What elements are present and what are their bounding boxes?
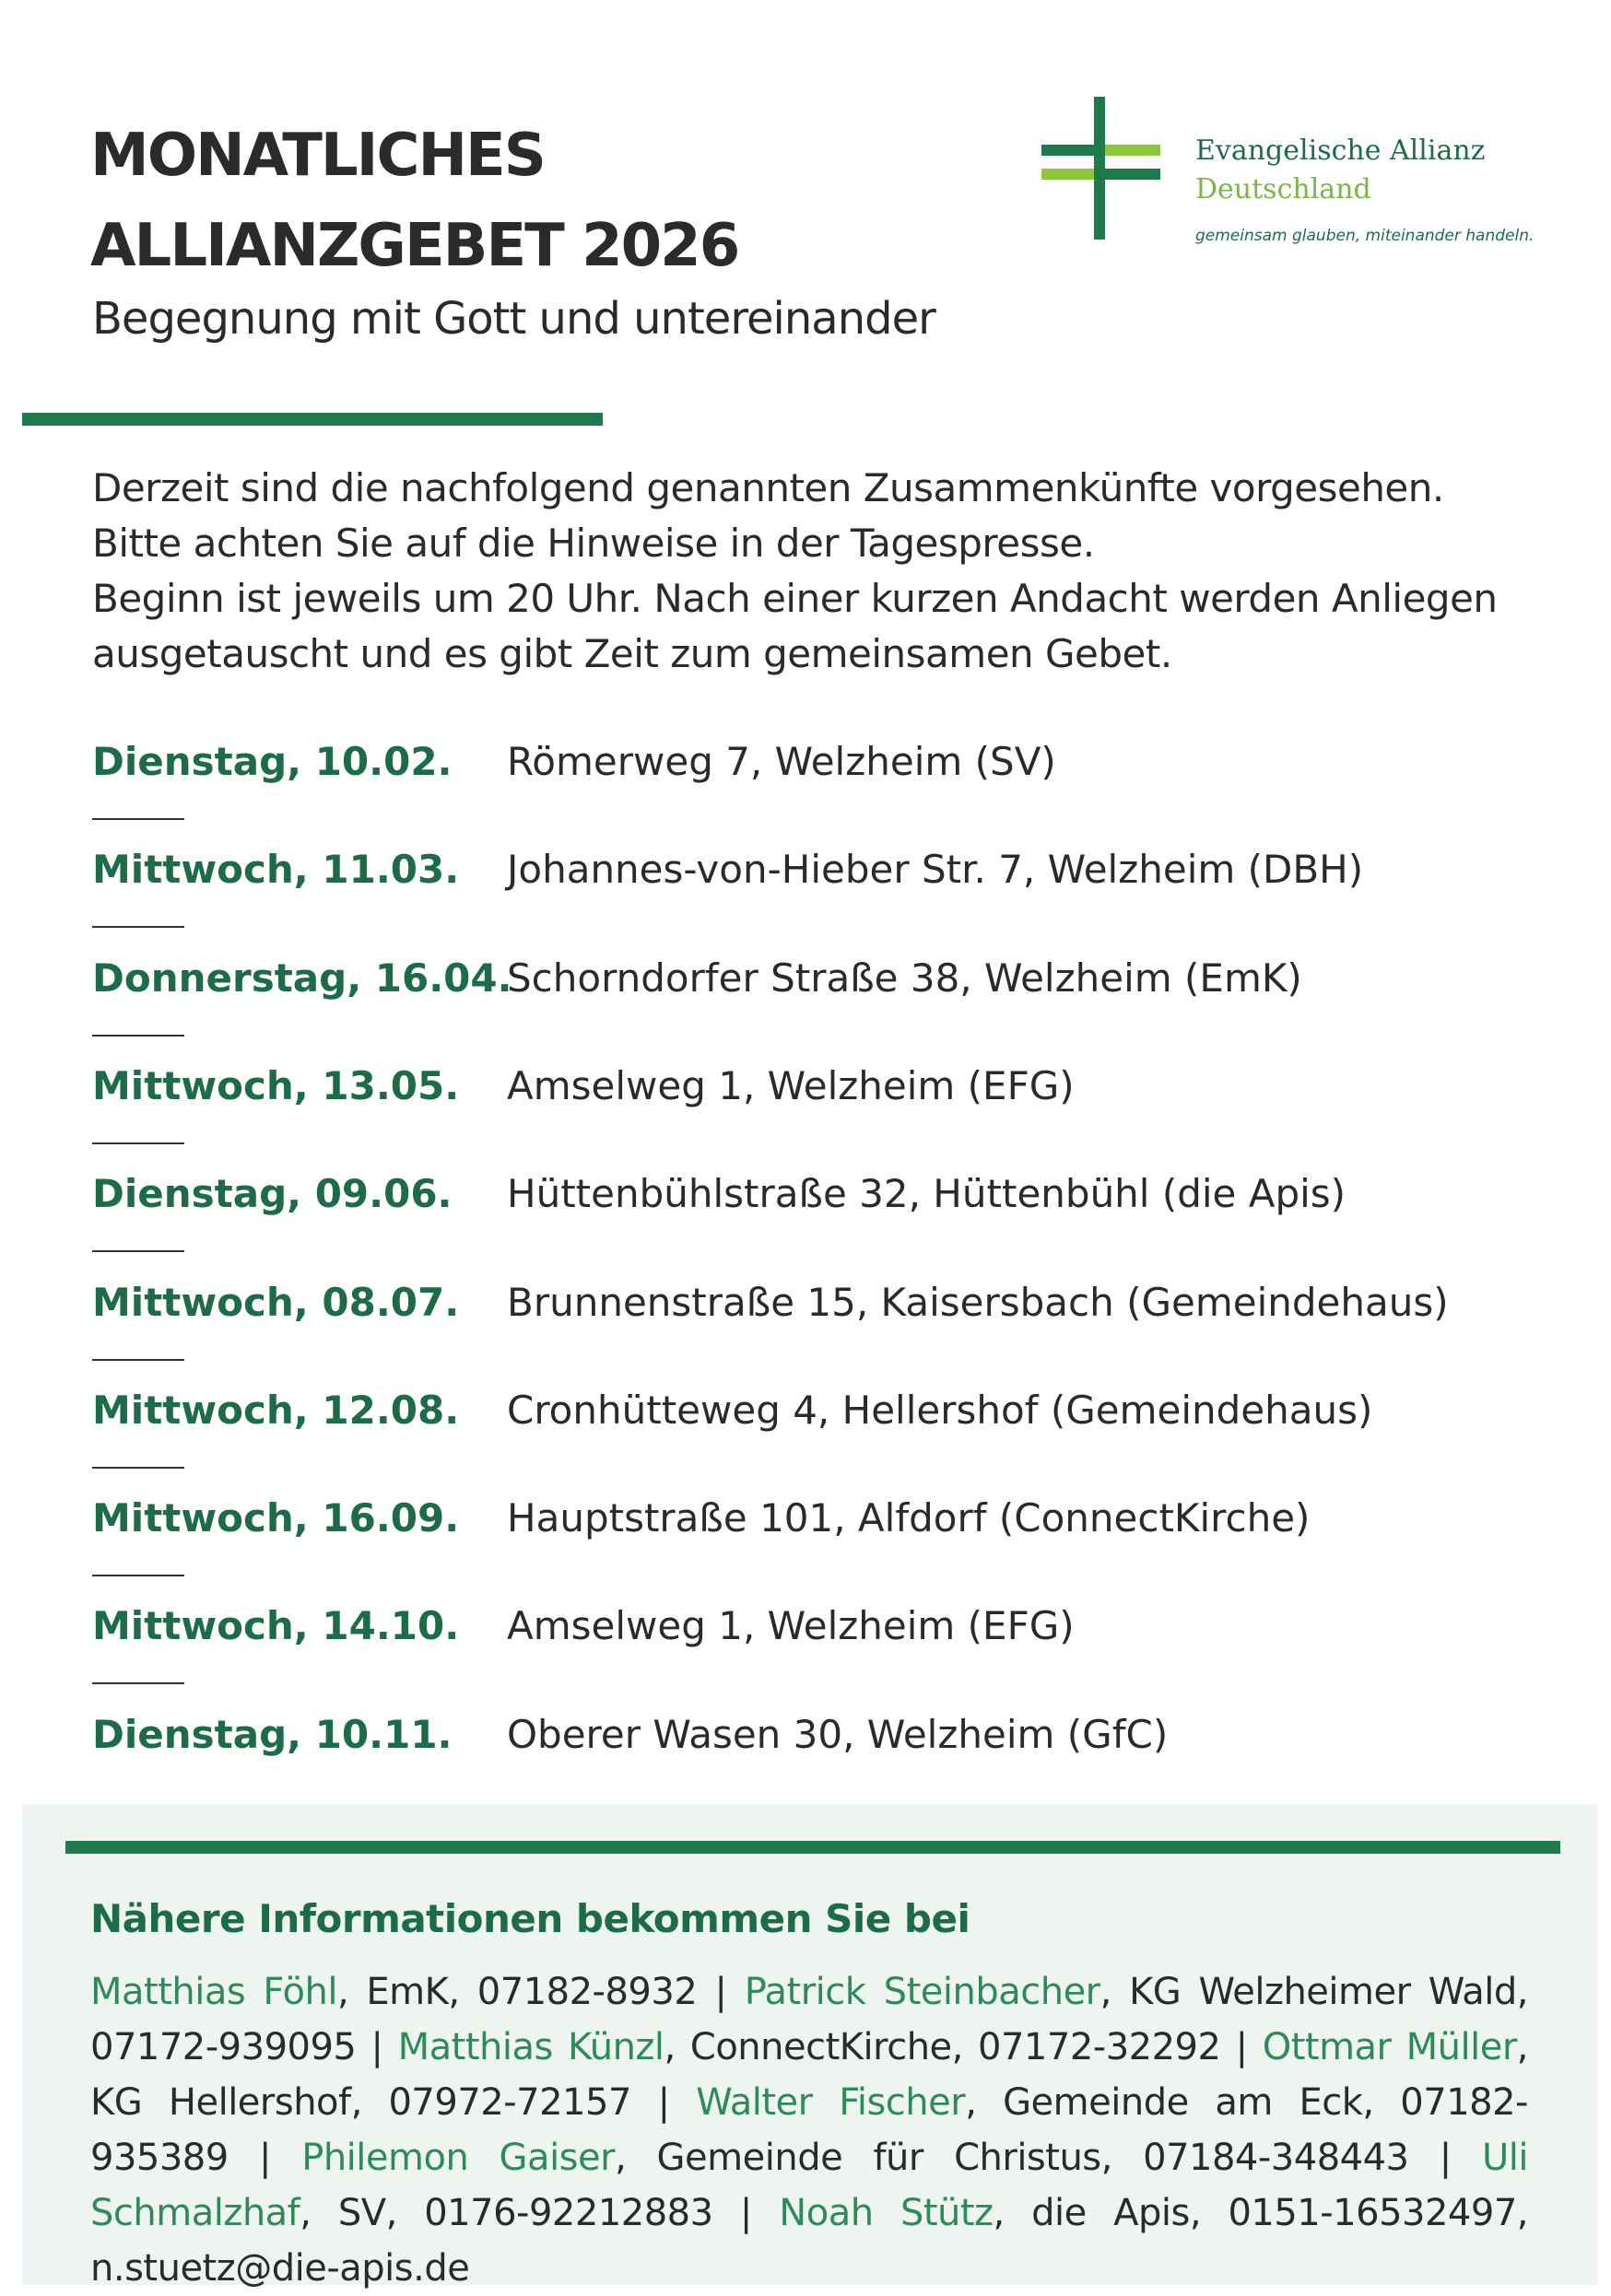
event-date: Dienstag, 10.11. (92, 1711, 453, 1757)
separator (92, 1358, 184, 1361)
event-date: Mittwoch, 08.07. (92, 1279, 460, 1325)
intro-line: Bitte achten Sie auf die Hinweise in der… (92, 521, 1095, 566)
event-place: Brunnenstraße 15, Kaisersbach (Gemeindeh… (507, 1279, 1449, 1325)
contact-name: Walter Fischer (696, 2081, 966, 2124)
contact: Matthias Föhl, EmK, 07182-8932 (90, 1971, 698, 2013)
event-place: Hüttenbühlstraße 32, Hüttenbühl (die Api… (507, 1171, 1346, 1217)
contact-name: Uli Schmalzhaf (90, 2137, 1529, 2234)
contact-details: , EmK, 07182-8932 (336, 1971, 698, 2013)
logo-tagline: gemeinsam glauben, miteinander handeln. (1195, 227, 1535, 245)
title: MONATLICHES (90, 122, 547, 190)
contact-details: , ConnectKirche, 07172-32292 (664, 2026, 1221, 2068)
contact: Matthias Künzl, ConnectKirche, 07172-322… (398, 2026, 1221, 2068)
contact-details: , Gemeinde am Eck, 07182-935389 (90, 2081, 1529, 2179)
event-place: Schorndorfer Straße 38, Welzheim (EmK) (507, 955, 1302, 1001)
event-place: Amselweg 1, Welzheim (EFG) (507, 1062, 1075, 1108)
event-date: Mittwoch, 14.10. (92, 1603, 460, 1649)
event-place: Römerweg 7, Welzheim (SV) (507, 739, 1056, 784)
contacts-heading: Nähere Informationen bekommen Sie bei (90, 1896, 970, 1941)
event-date: Dienstag, 09.06. (92, 1171, 453, 1217)
intro-line: Beginn ist jeweils um 20 Uhr. Nach einer… (92, 576, 1498, 621)
separator (92, 1034, 184, 1037)
contact-details: , KG Welzheimer Wald, 07172-939095 (90, 1971, 1529, 2068)
event-place: Cronhütteweg 4, Hellershof (Gemeindehaus… (507, 1387, 1373, 1433)
separator (92, 926, 184, 929)
separator (92, 818, 184, 820)
contact-name: Matthias Künzl (397, 2026, 664, 2068)
subtitle: Begegnung mit Gott und untereinander (92, 293, 936, 345)
contacts: Matthias Föhl, EmK, 07182-8932 | Patrick… (90, 1971, 1529, 2290)
intro-line: Derzeit sind die nachfolgend genannten Z… (92, 465, 1444, 510)
logo-text: Deutschland (1195, 173, 1371, 205)
event-date: Mittwoch, 11.03. (92, 847, 460, 893)
contact-name: Ottmar Müller (1262, 2026, 1518, 2068)
event-place: Oberer Wasen 30, Welzheim (GfC) (507, 1711, 1169, 1757)
contact: Uli Schmalzhaf, SV, 0176-92212883 (90, 2137, 1529, 2234)
contact: Noah Stütz, die Apis, 0151-16532497, n.s… (90, 2192, 1529, 2290)
contact-name: Philemon Gaiser (301, 2137, 616, 2179)
contact-details: , Gemeinde für Christus, 07184-348443 (615, 2137, 1409, 2179)
title: ALLIANZGEBET 2026 (90, 212, 740, 280)
separator (92, 1142, 184, 1144)
separator (92, 1250, 184, 1253)
contact-details: , SV, 0176-92212883 (300, 2192, 713, 2234)
divider (22, 413, 603, 426)
contact-name: Noah Stütz (779, 2192, 994, 2234)
contact-name: Matthias Föhl (90, 1971, 337, 2013)
divider (65, 1841, 1560, 1854)
separator (92, 1466, 184, 1469)
event-date: Mittwoch, 12.08. (92, 1387, 460, 1433)
event-place: Hauptstraße 101, Alfdorf (ConnectKirche) (507, 1495, 1311, 1541)
contact: Ottmar Müller, KG Hellershof, 07972-7215… (90, 2026, 1529, 2124)
contact-details: , KG Hellershof, 07972-72157 (90, 2026, 1529, 2124)
contact-details: , die Apis, 0151-16532497, n.stuetz@die-… (90, 2192, 1529, 2290)
logo-mark (1041, 97, 1160, 240)
contact: Philemon Gaiser, Gemeinde für Christus, … (301, 2137, 1409, 2179)
contact-box (22, 1804, 1597, 2285)
event-date: Mittwoch, 16.09. (92, 1495, 460, 1541)
event-date: Mittwoch, 13.05. (92, 1062, 460, 1108)
event-place: Amselweg 1, Welzheim (EFG) (507, 1603, 1075, 1649)
contact: Walter Fischer, Gemeinde am Eck, 07182-9… (90, 2081, 1529, 2179)
event-date: Donnerstag, 16.04. (92, 955, 512, 1001)
contact-name: Patrick Steinbacher (744, 1971, 1100, 2013)
logo-text: Evangelische Allianz (1195, 135, 1486, 167)
contact: Patrick Steinbacher, KG Welzheimer Wald,… (90, 1971, 1529, 2068)
event-date: Dienstag, 10.02. (92, 739, 453, 784)
separator (92, 1575, 184, 1577)
event-place: Johannes-von-Hieber Str. 7, Welzheim (DB… (507, 847, 1364, 893)
separator (92, 1682, 184, 1685)
intro-line: ausgetauscht und es gibt Zeit zum gemein… (92, 631, 1172, 676)
